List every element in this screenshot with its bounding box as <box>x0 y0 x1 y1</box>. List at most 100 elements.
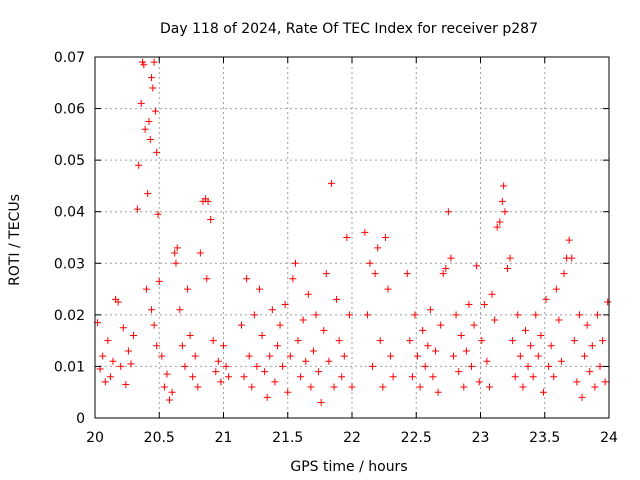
x-tick-label: 23 <box>472 430 490 446</box>
data-point <box>406 337 414 345</box>
data-point <box>317 399 325 407</box>
data-point <box>153 148 161 156</box>
data-point <box>604 298 612 306</box>
data-point <box>109 357 117 365</box>
y-tick-label: 0.05 <box>54 153 85 169</box>
data-point <box>429 373 437 381</box>
data-point <box>320 326 328 334</box>
data-point <box>106 373 114 381</box>
data-point <box>330 383 338 391</box>
data-point <box>268 306 276 314</box>
data-point <box>153 342 161 350</box>
data-point <box>273 342 281 350</box>
data-point <box>369 362 377 370</box>
data-point <box>155 277 163 285</box>
data-point <box>163 370 171 378</box>
data-point <box>468 362 476 370</box>
y-tick-label: 0.06 <box>54 102 85 118</box>
grid-lines <box>95 57 609 418</box>
data-point <box>529 373 537 381</box>
data-point <box>204 197 212 205</box>
data-point <box>480 301 488 309</box>
data-point <box>154 210 162 218</box>
data-point <box>488 290 496 298</box>
data-point <box>470 321 478 329</box>
data-point <box>166 396 174 404</box>
data-point <box>214 357 222 365</box>
data-point <box>460 383 468 391</box>
data-point <box>212 368 220 376</box>
data-point <box>509 337 517 345</box>
data-point <box>578 393 586 401</box>
data-point <box>266 352 274 360</box>
data-point <box>601 378 609 386</box>
data-point <box>545 362 553 370</box>
data-point <box>465 301 473 309</box>
data-point <box>432 347 440 355</box>
data-point <box>387 352 395 360</box>
x-tick-label: 20.5 <box>144 430 175 446</box>
data-point <box>542 295 550 303</box>
data-point <box>340 352 348 360</box>
y-tick-label: 0 <box>76 411 85 427</box>
data-point <box>408 373 416 381</box>
data-point <box>181 362 189 370</box>
data-point <box>343 234 351 241</box>
data-point <box>381 234 389 241</box>
data-point <box>203 275 211 283</box>
data-point <box>374 244 382 252</box>
data-point <box>191 352 199 360</box>
data-point <box>565 236 573 244</box>
data-point <box>189 373 197 381</box>
data-point <box>498 197 506 205</box>
data-point <box>276 321 284 329</box>
data-point <box>291 259 299 267</box>
y-tick-label: 0.03 <box>54 256 85 272</box>
data-point <box>148 306 156 314</box>
data-point <box>146 136 154 144</box>
data-point <box>176 306 184 314</box>
data-point <box>496 218 504 226</box>
data-point <box>500 182 508 190</box>
data-point <box>462 347 470 355</box>
data-point <box>255 285 263 293</box>
data-point <box>207 215 215 223</box>
data-point <box>483 357 491 365</box>
data-point <box>284 388 292 396</box>
data-point <box>475 378 483 386</box>
data-point <box>547 342 555 350</box>
data-point <box>250 311 258 319</box>
data-point <box>135 161 143 169</box>
data-point <box>503 264 511 272</box>
data-point <box>99 352 107 360</box>
data-point <box>534 352 542 360</box>
data-point <box>593 311 601 319</box>
data-point <box>253 362 261 370</box>
data-point <box>122 380 130 388</box>
data-point <box>560 270 568 278</box>
data-point <box>243 275 251 283</box>
data-point <box>568 254 576 262</box>
data-point <box>168 388 176 396</box>
data-point <box>286 352 294 360</box>
data-point <box>172 259 180 267</box>
x-tick-label: 22 <box>343 430 361 446</box>
data-point <box>322 270 330 278</box>
data-point <box>366 259 374 267</box>
data-points <box>94 58 612 407</box>
data-point <box>457 331 465 339</box>
data-point <box>485 383 493 391</box>
data-point <box>452 311 460 319</box>
data-point <box>581 352 589 360</box>
data-point <box>573 378 581 386</box>
data-point <box>151 107 159 115</box>
data-point <box>289 275 297 283</box>
data-point <box>145 117 153 125</box>
y-tick-label: 0.02 <box>54 308 85 324</box>
data-point <box>570 337 578 345</box>
data-point <box>281 301 289 309</box>
data-point <box>160 383 168 391</box>
data-point <box>403 270 411 278</box>
data-point <box>127 360 135 368</box>
